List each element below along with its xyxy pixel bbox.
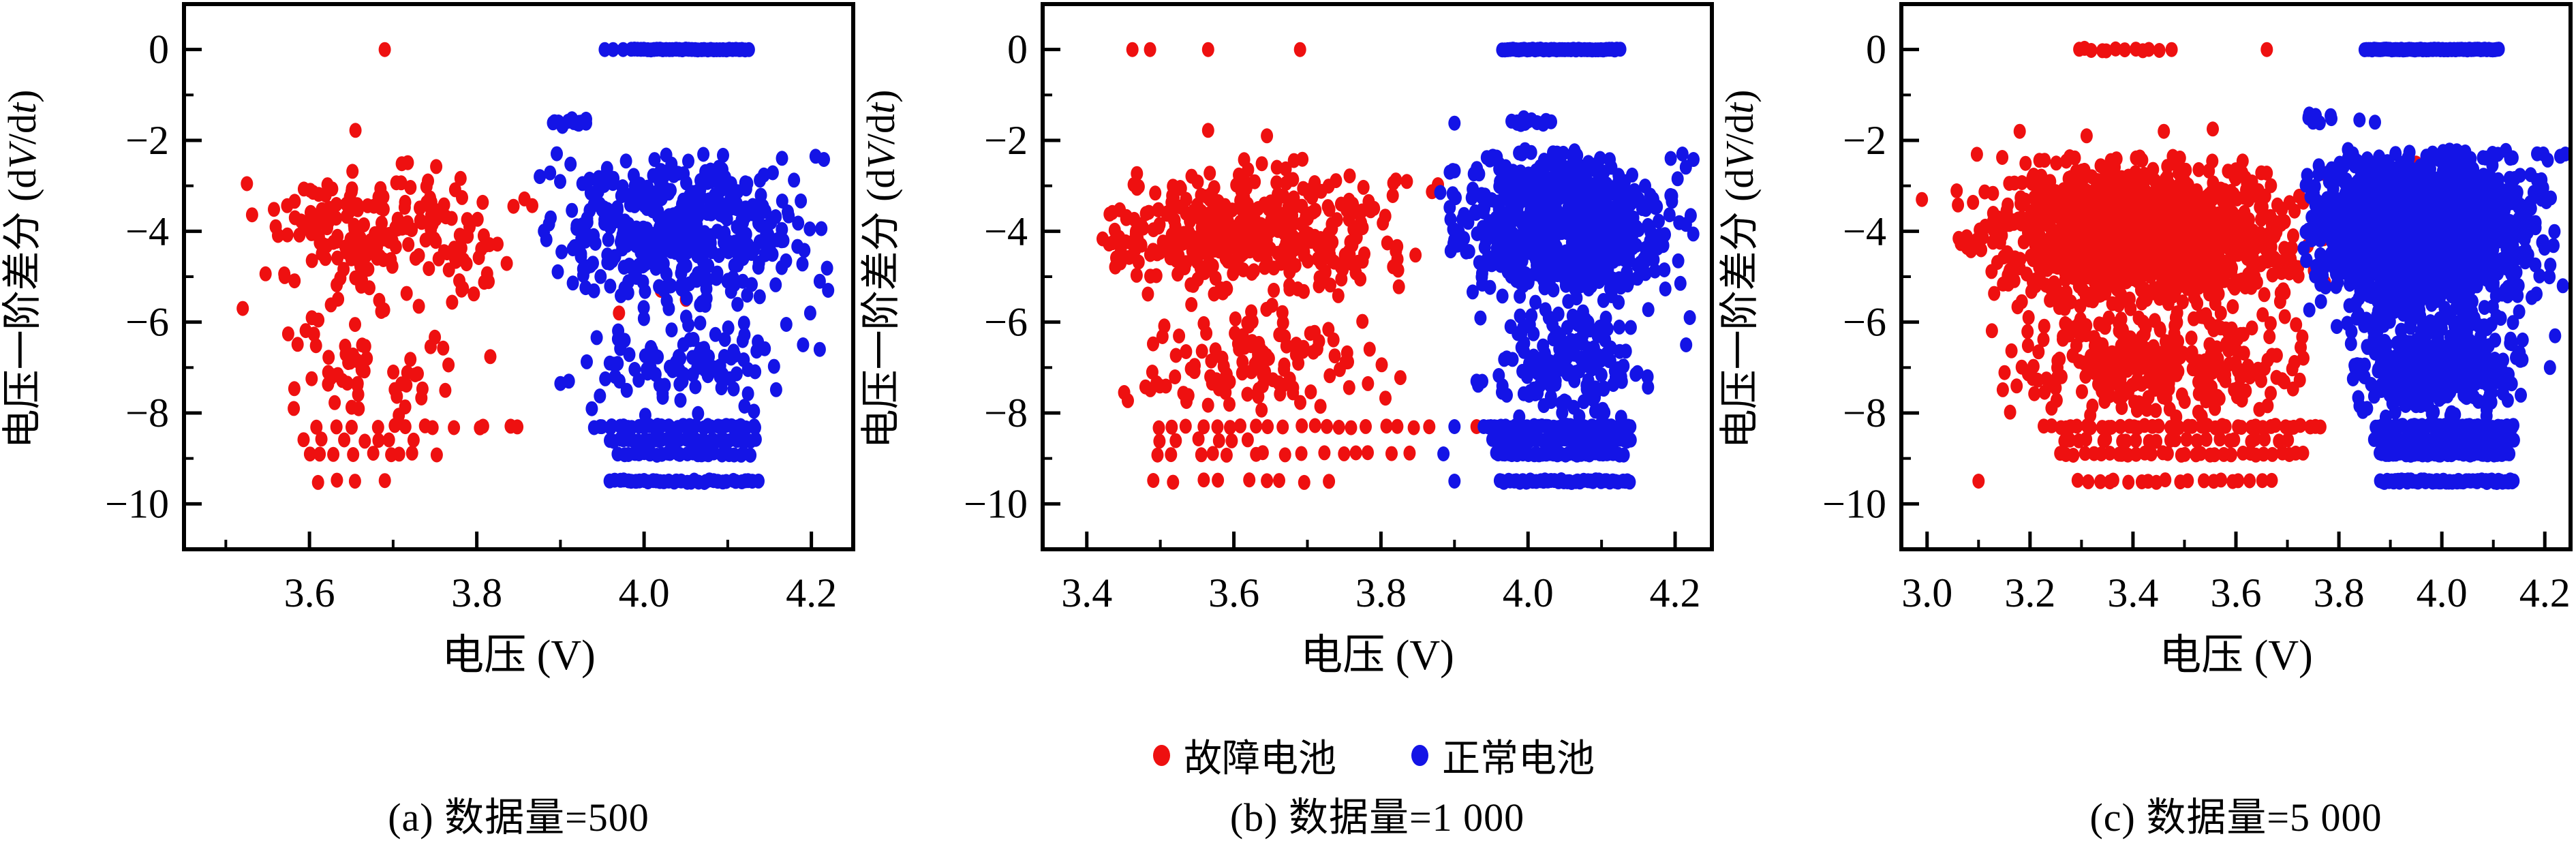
x-tick-label: 4.0 [619, 570, 670, 615]
series-正常电池 [2297, 42, 2572, 491]
y-axis-title: 电压一阶差分 (dV/dt) [0, 90, 44, 449]
y-tick-label: −2 [125, 118, 169, 163]
legend-label-normal: 正常电池 [1442, 738, 1595, 780]
subplot-a: 3.6 3.8 4.0 4.2 0 −2 −4 −6 −8 −10 电压 (V) 电压一阶差分 (dV… [0, 0, 859, 858]
subplot-b: 3.4 3.6 3.8 4.0 4.2 0 −2 −4 −6 −8 −10 电压 (V) 电压一阶差分 … [859, 0, 1717, 858]
legend: 故障电池 正常电池 [1153, 728, 1595, 783]
x-axis-title: 电压 (V) [2159, 632, 2313, 679]
y-tick-label: −8 [125, 390, 169, 435]
series-正常电池 [534, 42, 835, 491]
x-tick-label: 4.2 [1650, 570, 1701, 615]
y-tick-label: −8 [1843, 390, 1886, 435]
subplot-c: 3.0 3.2 3.4 3.6 3.8 4.0 4.2 0 −2 −4 −6 −8 −10 电压 (V) 电… [1717, 0, 2576, 858]
y-tick-label: −2 [1843, 118, 1886, 163]
x-tick-label: 3.4 [1061, 570, 1112, 615]
normal-marker-icon [1411, 745, 1428, 766]
x-axis-title: 电压 (V) [1300, 632, 1454, 679]
y-tick-label: 0 [1007, 27, 1028, 72]
fault-marker-icon [1153, 745, 1170, 766]
y-tick-label: −10 [1822, 481, 1886, 526]
x-tick-label: 3.8 [2314, 570, 2365, 615]
x-tick-label: 4.0 [2417, 570, 2468, 615]
y-tick-label: −6 [984, 300, 1028, 345]
y-tick-label: −10 [105, 481, 169, 526]
caption-c: (c) 数据量=5 000 [2089, 795, 2382, 840]
y-tick-label: −6 [125, 300, 169, 345]
y-tick-label: 0 [1866, 27, 1886, 72]
legend-label-fault: 故障电池 [1184, 738, 1336, 780]
x-tick-label: 3.4 [2107, 570, 2158, 615]
y-tick-label: −6 [1843, 300, 1886, 345]
x-tick-label: 4.2 [786, 570, 837, 615]
y-tick-label: −8 [984, 390, 1028, 435]
series-故障电池 [1097, 42, 1498, 490]
x-tick-label: 4.2 [2519, 570, 2571, 615]
y-tick-label: −4 [984, 209, 1028, 254]
x-tick-label: 3.6 [1208, 570, 1259, 615]
y-tick-label: −4 [1843, 209, 1886, 254]
y-tick-label: −4 [125, 209, 169, 254]
x-tick-label: 3.8 [1355, 570, 1407, 615]
x-tick-label: 4.0 [1503, 570, 1554, 615]
series-故障电池 [236, 42, 692, 490]
y-tick-label: −2 [984, 118, 1028, 163]
x-tick-label: 3.6 [2211, 570, 2262, 615]
caption-b: (b) 数据量=1 000 [1229, 795, 1525, 840]
series-正常电池 [1434, 42, 1700, 491]
series-故障电池 [1916, 40, 2443, 490]
x-axis-title: 电压 (V) [442, 632, 596, 679]
scatter-plot-b: 3.4 3.6 3.8 4.0 4.2 0 −2 −4 −6 −8 −10 电压 (V) 电压一阶差分 … [859, 2, 1714, 679]
y-axis-title: 电压一阶差分 (dV/dt) [859, 90, 903, 449]
y-tick-label: 0 [149, 27, 169, 72]
x-tick-label: 3.0 [1901, 570, 1952, 615]
y-tick-label: −10 [964, 481, 1028, 526]
legend-item-normal: 正常电池 [1411, 728, 1595, 783]
scatter-plot-a: 3.6 3.8 4.0 4.2 0 −2 −4 −6 −8 −10 电压 (V) 电压一阶差分 (dV… [0, 2, 855, 679]
x-tick-label: 3.6 [284, 570, 335, 615]
x-tick-label: 3.8 [451, 570, 502, 615]
caption-a: (a) 数据量=500 [388, 795, 649, 840]
y-axis-title: 电压一阶差分 (dV/dt) [1717, 90, 1762, 449]
legend-item-fault: 故障电池 [1153, 728, 1336, 783]
scatter-plot-c: 3.0 3.2 3.4 3.6 3.8 4.0 4.2 0 −2 −4 −6 −8 −10 电压 (V) 电… [1717, 2, 2573, 679]
x-tick-label: 3.2 [2004, 570, 2055, 615]
